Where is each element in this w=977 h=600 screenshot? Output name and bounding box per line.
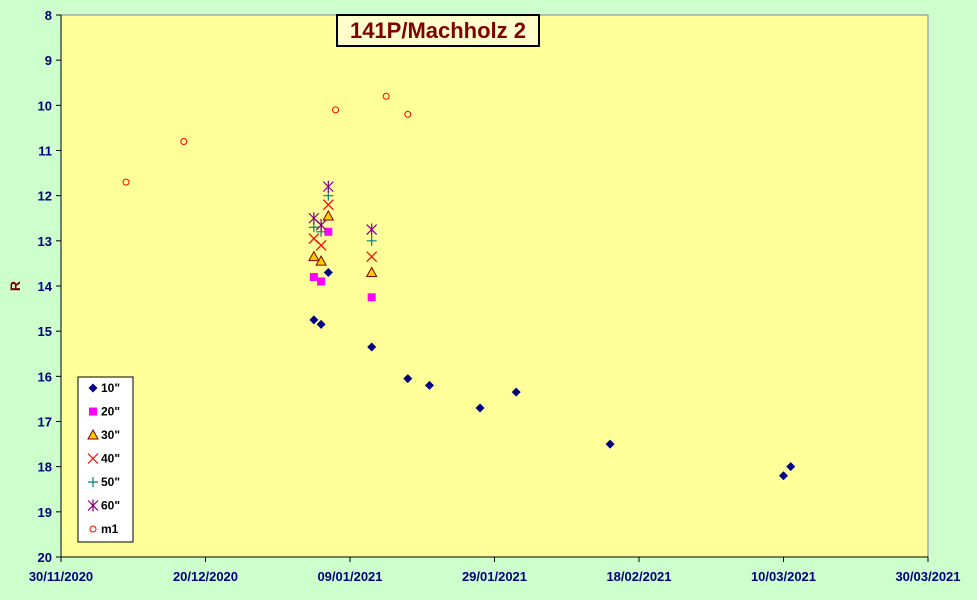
series-m1 [122, 92, 412, 186]
legend-marker [87, 428, 99, 440]
series-50 [308, 190, 377, 246]
y-tick-label: 11 [38, 144, 52, 159]
legend: 10" 20" 30" 40" 50" 60" m1 [77, 376, 134, 543]
data-point [332, 106, 340, 114]
y-tick-label: 19 [38, 505, 52, 520]
legend-marker [87, 499, 99, 512]
y-tick-label: 16 [38, 369, 52, 384]
data-point [424, 380, 434, 390]
data-point [786, 462, 796, 472]
series-30 [308, 209, 378, 277]
data-point [323, 267, 333, 277]
data-point [511, 387, 521, 397]
legend-marker [89, 525, 97, 533]
legend-label: 10" [101, 381, 120, 395]
data-point [366, 235, 377, 246]
data-point [779, 471, 788, 481]
y-tick-label: 14 [38, 279, 53, 294]
legend-marker [88, 383, 98, 393]
x-axis-ticks: 30/11/2020 20/12/2020 09/01/2021 29/01/2021… [29, 557, 961, 584]
legend-label: 20" [101, 405, 120, 419]
legend-marker [89, 407, 97, 416]
x-tick-label: 30/11/2020 [29, 569, 93, 584]
chart-title: 141P/Machholz 2 [336, 14, 540, 47]
y-tick-label: 13 [38, 234, 52, 249]
data-point [404, 110, 412, 118]
legend-items: 10" 20" 30" 40" 50" 60" m1 [87, 381, 120, 536]
data-point [475, 403, 485, 413]
legend-label: 60" [101, 499, 120, 513]
data-point [309, 272, 318, 281]
data-point [605, 439, 615, 449]
y-axis-ticks: 8 9 10 11 12 13 14 15 16 17 18 19 20 [38, 8, 61, 565]
x-tick-label: 29/01/2021 [462, 569, 527, 584]
data-point [308, 250, 320, 262]
data-point [315, 255, 327, 266]
x-tick-label: 10/03/2021 [751, 569, 816, 584]
x-tick-label: 18/02/2021 [606, 569, 671, 584]
data-point [122, 178, 130, 186]
data-point [366, 251, 378, 263]
data-point [367, 342, 377, 352]
legend-label: 50" [101, 475, 120, 489]
data-point [322, 199, 334, 211]
data-point [382, 92, 390, 100]
data-point [322, 180, 334, 193]
data-point [180, 137, 188, 145]
legend-marker [87, 453, 99, 464]
chart-title-text: 141P/Machholz 2 [350, 18, 526, 43]
data-point [367, 293, 376, 302]
data-point [322, 209, 335, 221]
x-tick-label: 09/01/2021 [317, 569, 382, 584]
legend-label: 40" [101, 452, 120, 466]
y-tick-label: 15 [38, 324, 52, 339]
data-point [403, 374, 413, 384]
legend-label: 30" [101, 428, 120, 442]
plot-area [60, 14, 929, 558]
series-10 [309, 267, 796, 481]
chart-title-box [336, 14, 540, 47]
y-tick-label: 12 [38, 189, 52, 204]
data-point [324, 227, 333, 236]
data-point [317, 277, 326, 286]
y-tick-label: 18 [38, 460, 52, 475]
data-point [315, 219, 327, 232]
data-point [365, 266, 378, 277]
data-points [122, 92, 796, 481]
data-point [309, 315, 319, 325]
x-tick-label: 30/03/2021 [895, 569, 960, 584]
y-axis-title: R [7, 281, 23, 291]
y-tick-label: 9 [45, 53, 52, 68]
x-tick-label: 20/12/2020 [173, 569, 238, 584]
series-60 [308, 180, 378, 236]
y-tick-label: 8 [45, 8, 52, 23]
legend-box [77, 376, 134, 543]
data-point [316, 319, 326, 329]
y-tick-label: 20 [38, 550, 52, 565]
series-20 [309, 227, 376, 302]
y-tick-label: 10 [38, 98, 52, 113]
legend-label: m1 [101, 522, 119, 536]
data-point [315, 239, 327, 251]
legend-marker [88, 477, 98, 487]
data-point [366, 223, 378, 236]
y-tick-label: 17 [38, 415, 52, 430]
series-40 [308, 199, 378, 263]
